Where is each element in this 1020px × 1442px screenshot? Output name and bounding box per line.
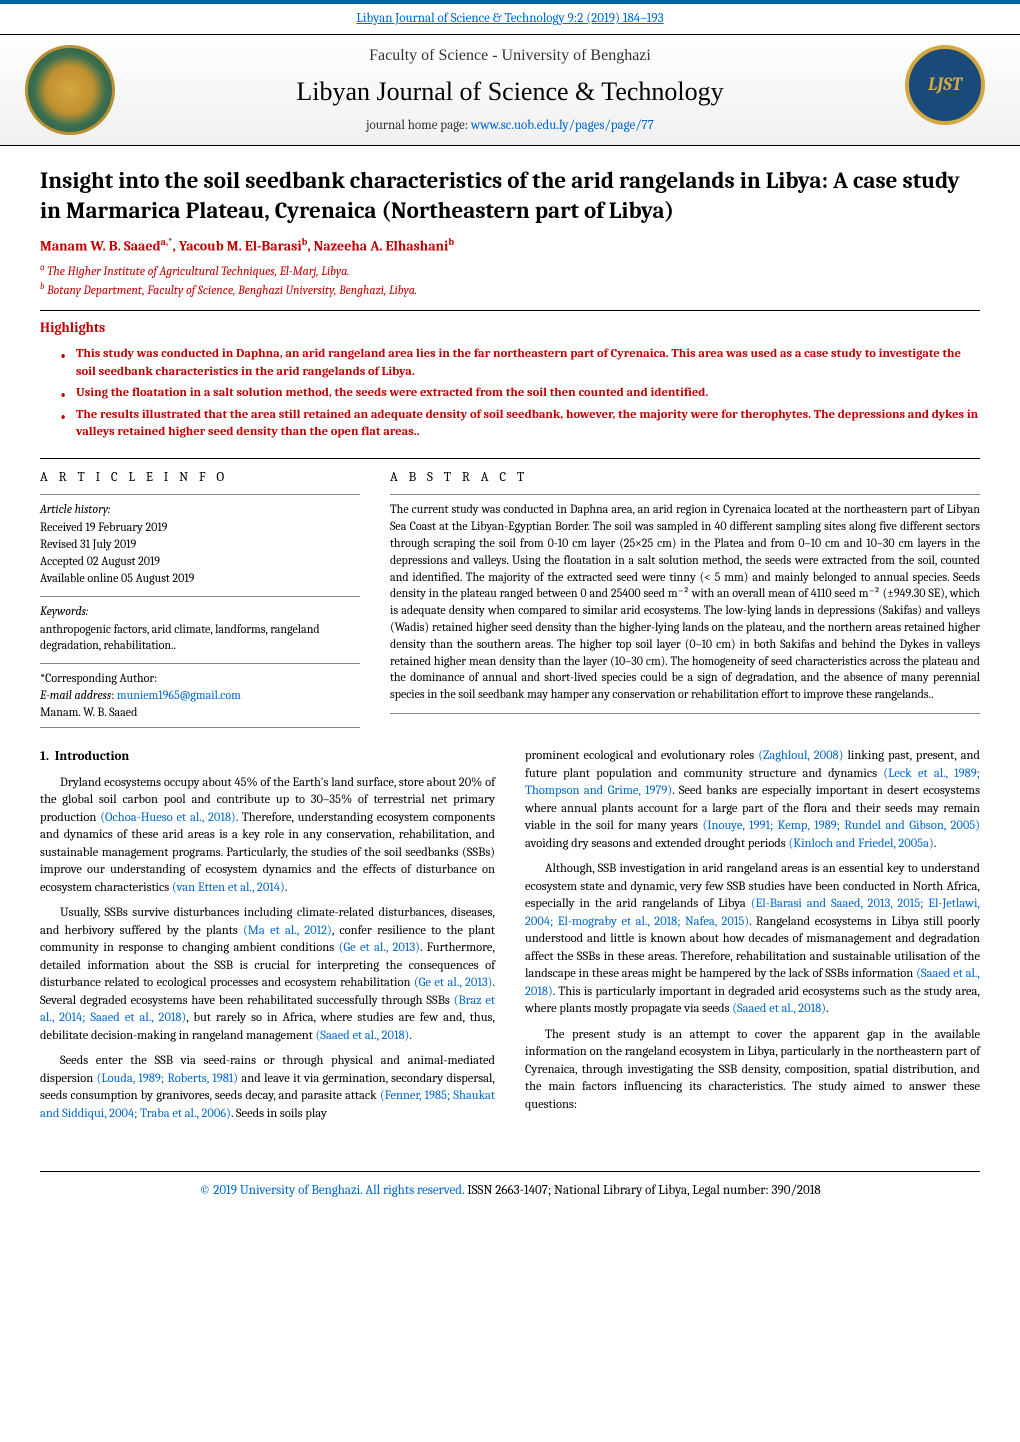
highlights-heading: Highlights: [40, 319, 980, 338]
article-content: Insight into the soil seedbank character…: [0, 146, 1020, 1151]
history-online: Available online 05 August 2019: [40, 570, 360, 586]
section-title: Introduction: [55, 749, 130, 764]
main-body: 1. Introduction Dryland ecosystems occup…: [40, 748, 980, 1131]
author-1-affil-sup: a,: [161, 236, 169, 248]
keywords-label: Keywords:: [40, 603, 360, 619]
journal-logo-container: LJST: [900, 45, 1000, 135]
keywords-text: anthropogenic factors, arid climate, lan…: [40, 621, 360, 653]
history-accepted: Accepted 02 August 2019: [40, 553, 360, 569]
history-label: Article history:: [40, 501, 360, 517]
corresponding-email-link[interactable]: muniem1965@gmail.com: [117, 688, 241, 702]
authors-line: Manam W. B. Saaeda,*, Yacoub M. El-Baras…: [40, 236, 980, 257]
body-paragraph: Seeds enter the SSB via seed-rains or th…: [40, 1053, 495, 1123]
abstract-text: The current study was conducted in Daphn…: [390, 494, 980, 714]
email-label: E-mail address: [40, 688, 111, 702]
author-2: Yacoub M. El-Barasi: [179, 237, 302, 254]
affiliation-a: a The Higher Institute of Agricultural T…: [40, 262, 980, 279]
para-text: .: [285, 881, 288, 895]
homepage-line: journal home page: www.sc.uob.edu.ly/pag…: [120, 117, 900, 135]
homepage-label: journal home page:: [366, 118, 471, 133]
body-left-column: 1. Introduction Dryland ecosystems occup…: [40, 748, 495, 1131]
email-line: E-mail address: muniem1965@gmail.com: [40, 687, 360, 703]
para-text: . Seeds in soils play: [231, 1107, 327, 1121]
history-revised: Revised 31 July 2019: [40, 536, 360, 552]
para-text: .: [826, 1002, 829, 1016]
university-seal-icon: [25, 45, 115, 135]
ljst-logo: LJST: [905, 45, 995, 135]
citation-link[interactable]: (Saaed et al., 2018): [732, 1002, 826, 1016]
abstract-heading: A B S T R A C T: [390, 469, 980, 487]
author-3-affil-sup: b: [448, 236, 454, 248]
citation-link[interactable]: (Ochoa-Hueso et al., 2018): [100, 811, 235, 825]
body-paragraph: The present study is an attempt to cover…: [525, 1027, 980, 1115]
para-text: avoiding dry seasons and extended drough…: [525, 837, 788, 851]
section-number: 1.: [40, 749, 49, 764]
corresponding-label: *Corresponding Author:: [40, 670, 360, 686]
keywords-block: Keywords: anthropogenic factors, arid cl…: [40, 596, 360, 653]
info-abstract-row: A R T I C L E I N F O Article history: R…: [40, 458, 980, 729]
highlights-section: Highlights This study was conducted in D…: [40, 310, 980, 441]
ljst-logo-circle: LJST: [905, 45, 985, 125]
citation-link[interactable]: (Zaghloul, 2008): [758, 749, 843, 763]
article-info-column: A R T I C L E I N F O Article history: R…: [40, 469, 360, 729]
article-title: Insight into the soil seedbank character…: [40, 166, 980, 226]
body-paragraph: Usually, SSBs survive disturbances inclu…: [40, 905, 495, 1045]
para-text: prominent ecological and evolutionary ro…: [525, 749, 758, 763]
para-text: .: [409, 1029, 412, 1043]
homepage-url-link[interactable]: www.sc.uob.edu.ly/pages/page/77: [471, 118, 654, 133]
affil-text-b: Botany Department, Faculty of Science, B…: [44, 283, 417, 297]
article-info-heading: A R T I C L E I N F O: [40, 469, 360, 487]
footer-bar: © 2019 University of Benghazi. All right…: [40, 1171, 980, 1220]
citation-link[interactable]: (Ma et al., 2012): [243, 924, 332, 938]
journal-title: Libyan Journal of Science & Technology: [120, 74, 900, 109]
corresponding-name: Manam. W. B. Saaed: [40, 704, 360, 720]
para-text: The present study is an attempt to cover…: [525, 1028, 980, 1112]
journal-citation-bar: Libyan Journal of Science & Technology 9…: [0, 4, 1020, 35]
ljst-logo-text: LJST: [928, 73, 962, 97]
citation-link[interactable]: (Saaed et al., 2018): [316, 1029, 410, 1043]
article-history-block: Article history: Received 19 February 20…: [40, 494, 360, 586]
university-seal-container: [20, 45, 120, 135]
para-text: .: [934, 837, 937, 851]
highlights-list: This study was conducted in Daphna, an a…: [40, 346, 980, 442]
citation-link[interactable]: (Louda, 1989; Roberts, 1981): [97, 1072, 239, 1086]
corresponding-block: *Corresponding Author: E-mail address: m…: [40, 663, 360, 729]
faculty-line: Faculty of Science - University of Bengh…: [120, 45, 900, 67]
citation-link[interactable]: (Ge et al., 2013): [414, 976, 493, 990]
body-paragraph: prominent ecological and evolutionary ro…: [525, 748, 980, 853]
highlight-item: Using the floatation in a salt solution …: [60, 385, 980, 403]
masthead-center: Faculty of Science - University of Bengh…: [120, 45, 900, 135]
issn-text: ISSN 2663-1407; National Library of Liby…: [464, 1183, 820, 1198]
highlight-item: This study was conducted in Daphna, an a…: [60, 346, 980, 381]
body-paragraph: Dryland ecosystems occupy about 45% of t…: [40, 775, 495, 898]
citation-link[interactable]: (Inouye, 1991; Kemp, 1989; Rundel and Gi…: [702, 819, 980, 833]
affil-text-a: The Higher Institute of Agricultural Tec…: [45, 264, 350, 278]
body-right-column: prominent ecological and evolutionary ro…: [525, 748, 980, 1131]
copyright-text: © 2019 University of Benghazi. All right…: [199, 1183, 464, 1198]
affiliation-b: b Botany Department, Faculty of Science,…: [40, 281, 980, 298]
highlight-item: The results illustrated that the area st…: [60, 407, 980, 442]
citation-link[interactable]: (Kinloch and Friedel, 2005a): [788, 837, 933, 851]
citation-link[interactable]: (Ge et al., 2013): [339, 941, 420, 955]
section-heading: 1. Introduction: [40, 748, 495, 766]
author-3: Nazeeha A. Elhashani: [314, 237, 449, 254]
journal-citation-link[interactable]: Libyan Journal of Science & Technology 9…: [356, 11, 663, 26]
citation-link[interactable]: (van Etten et al., 2014): [172, 881, 285, 895]
author-1: Manam W. B. Saaed: [40, 237, 161, 254]
body-paragraph: Although, SSB investigation in arid rang…: [525, 861, 980, 1019]
history-received: Received 19 February 2019: [40, 519, 360, 535]
masthead: Faculty of Science - University of Bengh…: [0, 35, 1020, 146]
abstract-column: A B S T R A C T The current study was co…: [390, 469, 980, 729]
